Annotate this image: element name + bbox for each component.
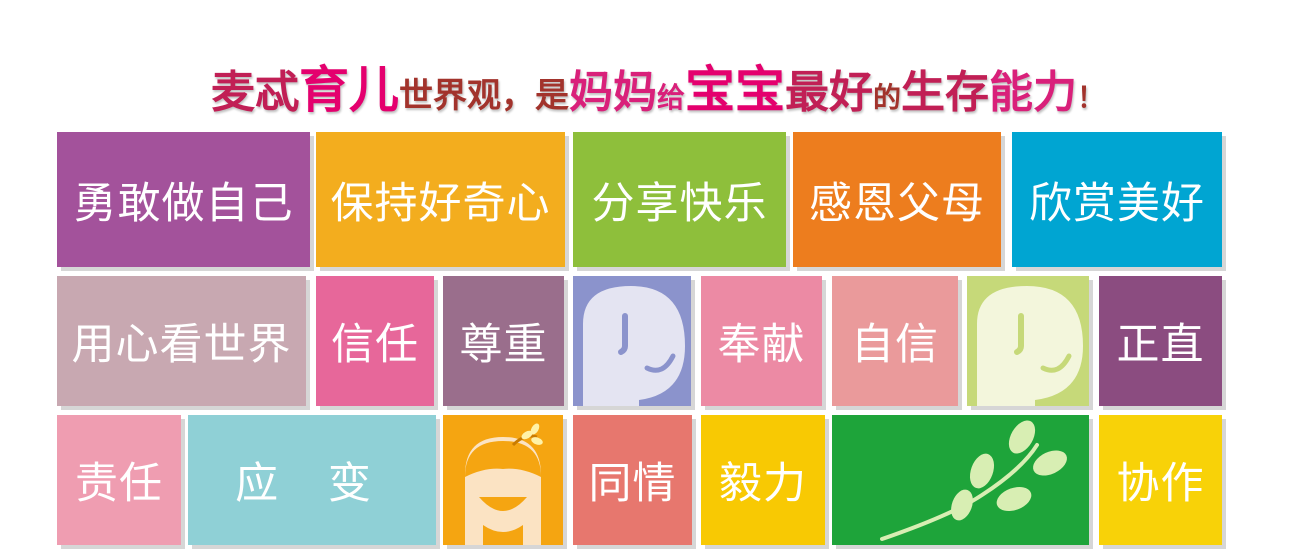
tile-label: 奉献	[717, 320, 806, 370]
headline-part: 麦忒	[210, 67, 299, 118]
face-profile-icon	[583, 286, 685, 406]
tile-curiosity: 保持好奇心	[316, 132, 565, 267]
headline-part: 最好	[784, 67, 873, 118]
headline-part: 世界观，是	[398, 76, 569, 116]
tile-gratitude: 感恩父母	[793, 132, 1001, 267]
tile-adapt: 应 变	[188, 415, 436, 545]
tile-brave: 勇敢做自己	[57, 132, 310, 267]
tile-responsibility: 责任	[57, 415, 181, 545]
tile-trust: 信任	[316, 276, 434, 406]
tile-respect: 尊重	[443, 276, 564, 406]
tile-leaf-icon	[832, 415, 1089, 545]
tile-label: 保持好奇心	[330, 178, 551, 229]
tile-label: 分享快乐	[591, 178, 768, 229]
headline-part: 宝宝	[684, 61, 785, 119]
girl-face-icon	[465, 423, 543, 545]
tile-integrity: 正直	[1099, 276, 1222, 406]
tile-share-joy: 分享快乐	[573, 132, 786, 267]
tile-label: 同情	[588, 459, 677, 509]
headline-part: 给	[656, 81, 685, 114]
tile-perseverance: 毅力	[701, 415, 825, 545]
tile-label: 欣赏美好	[1029, 178, 1205, 229]
tile-dedication: 奉献	[701, 276, 822, 406]
headline: 麦忒育儿世界观，是妈妈给宝宝最好的生存能力！	[0, 50, 1316, 120]
leaf-sprig-icon	[880, 420, 1067, 541]
tile-label: 用心看世界	[71, 320, 292, 370]
tile-label: 正直	[1116, 320, 1205, 370]
tile-face-icon-1	[573, 276, 691, 406]
headline-part: ！	[1077, 81, 1106, 114]
headline-part: 妈妈	[568, 67, 657, 118]
tile-label: 勇敢做自己	[73, 178, 294, 229]
tile-label: 责任	[75, 459, 163, 509]
tile-face-icon-2	[967, 276, 1089, 406]
tile-see-world: 用心看世界	[57, 276, 306, 406]
tile-label: 应 变	[235, 459, 389, 509]
headline-part: 生存	[901, 67, 989, 118]
tile-label: 自信	[851, 320, 939, 370]
headline-part: 能力	[989, 67, 1077, 118]
tile-label: 尊重	[459, 320, 548, 370]
face-profile-icon	[977, 286, 1083, 406]
tile-girl-icon	[443, 415, 563, 545]
tile-label: 信任	[331, 320, 419, 370]
tile-cooperation: 协作	[1099, 415, 1222, 545]
tile-label: 协作	[1116, 459, 1205, 509]
headline-part: 育儿	[298, 61, 399, 119]
tile-label: 感恩父母	[809, 178, 985, 229]
tile-appreciate: 欣赏美好	[1012, 132, 1222, 267]
headline-part: 的	[872, 81, 901, 114]
tile-confidence: 自信	[832, 276, 958, 406]
tile-label: 毅力	[719, 459, 807, 509]
tile-sympathy: 同情	[573, 415, 692, 545]
